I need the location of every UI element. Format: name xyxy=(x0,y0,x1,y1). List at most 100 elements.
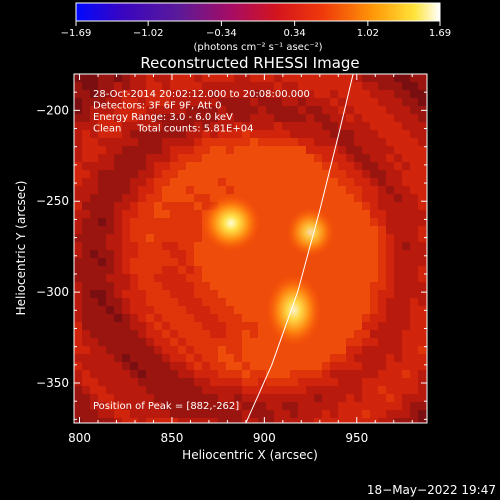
heatmap-cell xyxy=(218,410,226,418)
heatmap-cell xyxy=(186,138,194,146)
heatmap-cell xyxy=(114,362,122,370)
heatmap-cell xyxy=(402,266,410,274)
heatmap-cell xyxy=(370,298,378,306)
heatmap-cell xyxy=(146,282,154,290)
heatmap-cell xyxy=(242,266,250,274)
heatmap-cell xyxy=(146,106,154,114)
heatmap-cell xyxy=(162,122,170,130)
heatmap-cell xyxy=(306,106,314,114)
heatmap-cell xyxy=(82,154,90,162)
heatmap-cell xyxy=(362,242,370,250)
heatmap-cell xyxy=(146,130,154,138)
heatmap-cell xyxy=(418,306,426,314)
heatmap-cell xyxy=(186,362,194,370)
heatmap-cell xyxy=(306,410,314,418)
heatmap-cell xyxy=(362,306,370,314)
heatmap-cell xyxy=(226,290,234,298)
heatmap-cell xyxy=(250,82,258,90)
heatmap-cell xyxy=(242,98,250,106)
heatmap-cell xyxy=(418,330,426,338)
heatmap-cell xyxy=(162,402,170,410)
heatmap-cell xyxy=(162,82,170,90)
heatmap-cell xyxy=(314,106,322,114)
heatmap-cell xyxy=(346,274,354,282)
heatmap-cell xyxy=(98,218,106,226)
heatmap-cell xyxy=(402,370,410,378)
heatmap-cell xyxy=(90,410,98,418)
heatmap-cell xyxy=(162,410,170,418)
heatmap-cell xyxy=(250,322,258,330)
heatmap-cell xyxy=(418,378,426,386)
heatmap-cell xyxy=(186,194,194,202)
heatmap-cell xyxy=(226,354,234,362)
heatmap-cell xyxy=(298,162,306,170)
heatmap-cell xyxy=(258,330,266,338)
heatmap-cell xyxy=(378,250,386,258)
heatmap-cell xyxy=(74,74,82,82)
heatmap-cell xyxy=(370,322,378,330)
heatmap-cell xyxy=(202,418,210,423)
heatmap-cell xyxy=(106,242,114,250)
heatmap-cell xyxy=(194,370,202,378)
heatmap-cell xyxy=(314,162,322,170)
heatmap-cell xyxy=(322,410,330,418)
heatmap-cell xyxy=(178,378,186,386)
heatmap-cell xyxy=(170,114,178,122)
heatmap-cell xyxy=(282,138,290,146)
heatmap-cell xyxy=(90,162,98,170)
heatmap-cell xyxy=(82,386,90,394)
heatmap-cell xyxy=(234,386,242,394)
heatmap-cell xyxy=(322,250,330,258)
heatmap-cell xyxy=(122,162,130,170)
heatmap-cell xyxy=(338,194,346,202)
heatmap-cell xyxy=(226,370,234,378)
heatmap-cell xyxy=(386,370,394,378)
y-tick-label: −200 xyxy=(36,103,69,117)
heatmap-cell xyxy=(74,322,82,330)
heatmap-cell xyxy=(130,338,138,346)
heatmap-cell xyxy=(266,90,274,98)
heatmap-cell xyxy=(210,418,218,423)
heatmap-cell xyxy=(130,194,138,202)
heatmap-cell xyxy=(234,154,242,162)
heatmap-cell xyxy=(402,218,410,226)
heatmap-cell xyxy=(226,338,234,346)
heatmap-cell xyxy=(98,234,106,242)
heatmap-cell xyxy=(242,122,250,130)
heatmap-cell xyxy=(314,418,322,423)
heatmap-cell xyxy=(290,82,298,90)
heatmap-cell xyxy=(242,378,250,386)
heatmap-cell xyxy=(186,266,194,274)
heatmap-cell xyxy=(234,266,242,274)
heatmap-cell xyxy=(234,410,242,418)
heatmap-cell xyxy=(146,234,154,242)
heatmap-cell xyxy=(410,154,418,162)
heatmap-cell xyxy=(114,394,122,402)
heatmap-cell xyxy=(178,74,186,82)
heatmap-cell xyxy=(330,362,338,370)
heatmap-cell xyxy=(394,298,402,306)
heatmap-cell xyxy=(346,250,354,258)
heatmap-cell xyxy=(274,162,282,170)
heatmap-cell xyxy=(130,98,138,106)
heatmap-cell xyxy=(370,362,378,370)
heatmap-cell xyxy=(378,354,386,362)
heatmap-cell xyxy=(194,274,202,282)
heatmap-cell xyxy=(210,106,218,114)
heatmap-cell xyxy=(298,154,306,162)
heatmap-cell xyxy=(370,162,378,170)
heatmap-cell xyxy=(106,122,114,130)
heatmap-cell xyxy=(274,266,282,274)
heatmap-cell xyxy=(242,114,250,122)
heatmap-cell xyxy=(82,402,90,410)
heatmap-cell xyxy=(306,370,314,378)
heatmap-cell xyxy=(226,154,234,162)
heatmap-cell xyxy=(362,274,370,282)
heatmap-cell xyxy=(274,386,282,394)
heatmap-cell xyxy=(154,146,162,154)
heatmap-cell xyxy=(106,402,114,410)
heatmap-cell xyxy=(402,402,410,410)
heatmap-cell xyxy=(250,330,258,338)
heatmap-cell xyxy=(114,194,122,202)
heatmap-cell xyxy=(378,362,386,370)
